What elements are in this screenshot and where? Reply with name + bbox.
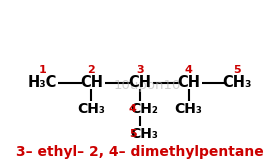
Text: 2: 2 [87, 65, 95, 75]
Text: CH: CH [177, 75, 200, 90]
Text: 3: 3 [136, 65, 144, 75]
Text: 4: 4 [185, 65, 193, 75]
Text: CH₃: CH₃ [175, 102, 203, 116]
Text: 1: 1 [39, 65, 46, 75]
Text: H₃C: H₃C [28, 75, 57, 90]
Text: CH: CH [80, 75, 103, 90]
Text: CH: CH [129, 75, 151, 90]
Text: CH₂: CH₂ [130, 102, 158, 116]
Text: 5: 5 [129, 129, 137, 139]
Text: 3– ethyl– 2, 4– dimethylpentane: 3– ethyl– 2, 4– dimethylpentane [16, 145, 264, 159]
Text: 5: 5 [234, 65, 241, 75]
Text: 10upon10: 10upon10 [113, 79, 181, 92]
Text: CH₃: CH₃ [77, 102, 105, 116]
Text: 4: 4 [129, 104, 137, 114]
Text: CH₃: CH₃ [223, 75, 252, 90]
Text: CH₃: CH₃ [130, 127, 158, 141]
